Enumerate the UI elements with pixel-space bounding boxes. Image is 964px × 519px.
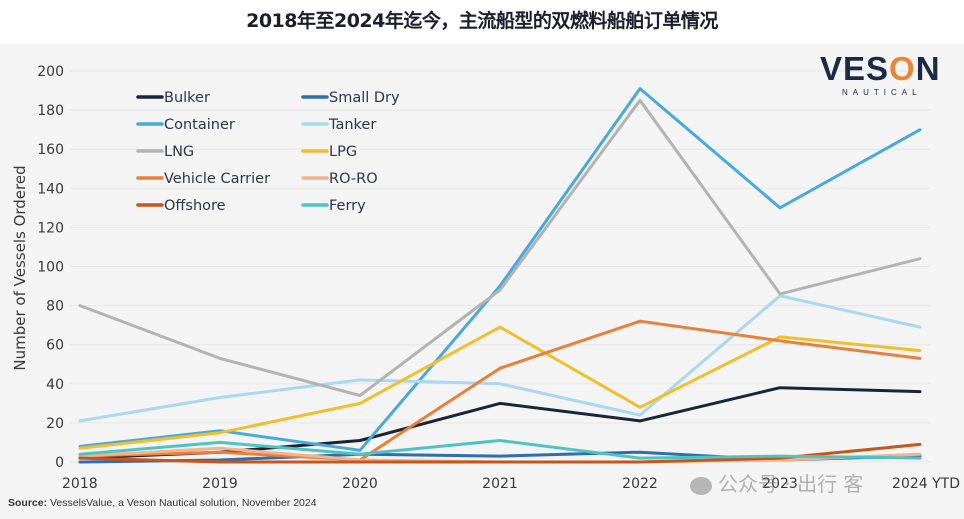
legend-label: Vehicle Carrier <box>164 171 270 187</box>
legend-label: LPG <box>329 144 357 160</box>
series-line-lng <box>78 98 922 397</box>
legend-item: Vehicle Carrier <box>136 171 270 187</box>
legend-item: Tanker <box>301 117 376 133</box>
series-lines <box>78 87 922 464</box>
y-tick-label: 140 <box>37 181 64 197</box>
source-label: Source: <box>8 497 48 509</box>
series-line-container <box>78 87 922 452</box>
y-tick-label: 120 <box>37 220 64 236</box>
logo-wordmark: VESON <box>820 50 941 88</box>
legend-item: Offshore <box>136 198 226 214</box>
logo-text-pre: VES <box>820 50 890 87</box>
y-tick-label: 60 <box>46 338 64 354</box>
wechat-icon <box>690 476 712 495</box>
x-tick-label: 2024 YTD <box>892 476 960 492</box>
legend-label: LNG <box>164 144 194 160</box>
legend-item: LNG <box>136 144 194 160</box>
source-note: Source: VesselsValue, a Veson Nautical s… <box>8 497 317 509</box>
x-axis-ticks: 2018 2019 2020 2021 2022 2023 2024 YTD <box>62 476 960 492</box>
legend: Bulker Small Dry Container Tanker LNG LPG Vehi… <box>136 90 400 214</box>
legend-label: Bulker <box>164 90 210 106</box>
logo-o-icon: O <box>889 50 916 87</box>
legend-label: RO-RO <box>329 171 378 187</box>
veson-logo: VESON NAUTICAL <box>820 50 950 100</box>
legend-item: Bulker <box>136 90 210 106</box>
legend-label: Ferry <box>329 198 366 214</box>
page-title: 2018年至2024年迄今，主流船型的双燃料船舶订单情况 <box>246 10 718 32</box>
watermark: 公众号 · 出行 客 <box>690 468 863 497</box>
y-axis-ticks: 0 20 40 60 80 100 120 140 160 180 200 <box>37 64 64 471</box>
source-text: VesselsValue, a Veson Nautical solution,… <box>47 497 317 509</box>
legend-label: Container <box>164 117 235 133</box>
legend-item: RO-RO <box>301 171 378 187</box>
watermark-text: 公众号 · 出行 客 <box>718 472 864 496</box>
legend-item: Container <box>136 117 235 133</box>
legend-label: Offshore <box>164 198 226 214</box>
legend-item: LPG <box>301 144 357 160</box>
x-tick-label: 2023 <box>762 476 798 492</box>
legend-item: Ferry <box>301 198 366 214</box>
logo-text-post: N <box>915 50 941 87</box>
y-tick-label: 80 <box>46 299 64 315</box>
y-axis-label: Number of Vessels Ordered <box>11 165 29 370</box>
logo-subtitle: NAUTICAL <box>842 88 922 97</box>
y-tick-label: 180 <box>37 103 64 119</box>
x-tick-label: 2022 <box>622 476 658 492</box>
x-tick-label: 2021 <box>482 476 518 492</box>
y-tick-label: 0 <box>55 455 64 471</box>
x-tick-label: 2020 <box>342 476 378 492</box>
legend-item: Small Dry <box>301 90 400 106</box>
legend-label: Tanker <box>328 117 376 133</box>
x-tick-label: 2019 <box>202 476 238 492</box>
y-tick-label: 20 <box>46 416 64 432</box>
y-tick-label: 200 <box>37 64 64 80</box>
y-tick-label: 100 <box>37 260 64 276</box>
y-tick-label: 160 <box>37 142 64 158</box>
legend-label: Small Dry <box>329 90 400 106</box>
x-tick-label: 2018 <box>62 476 98 492</box>
y-tick-label: 40 <box>46 377 64 393</box>
